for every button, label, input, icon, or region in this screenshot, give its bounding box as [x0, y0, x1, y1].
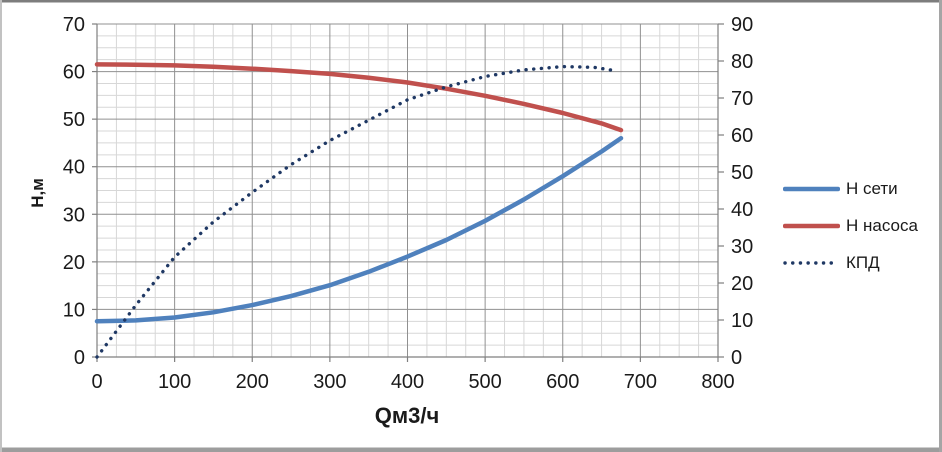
grid-major-lines — [97, 23, 718, 357]
y-right-tick-labels: 0 10 20 30 40 50 60 70 80 90 — [731, 14, 753, 369]
svg-text:70: 70 — [731, 88, 753, 110]
legend: Н сети Н насоса КПД — [783, 170, 933, 281]
svg-text:20: 20 — [63, 252, 85, 274]
svg-text:200: 200 — [236, 371, 269, 393]
x-axis-title: Qм3/ч — [374, 403, 440, 428]
series-curves — [94, 62, 624, 359]
legend-line-sample-h-seti — [783, 186, 840, 191]
svg-text:50: 50 — [731, 162, 753, 184]
y-axis-title: Н,м — [28, 178, 47, 208]
legend-line-sample-kpd — [783, 260, 840, 265]
svg-text:700: 700 — [624, 371, 657, 393]
svg-text:80: 80 — [731, 51, 753, 73]
svg-text:60: 60 — [731, 125, 753, 147]
svg-text:60: 60 — [63, 62, 85, 84]
legend-line-sample-h-nasosa — [783, 223, 840, 228]
legend-entry-kpd: КПД — [783, 244, 933, 281]
legend-label-kpd: КПД — [846, 252, 880, 272]
svg-text:40: 40 — [731, 199, 753, 221]
legend-entry-h-seti: Н сети — [783, 170, 933, 207]
svg-text:100: 100 — [158, 371, 191, 393]
y-left-tick-labels: 0 10 20 30 40 50 60 70 — [63, 14, 85, 369]
svg-text:50: 50 — [63, 109, 85, 131]
svg-text:20: 20 — [731, 273, 753, 295]
svg-text:600: 600 — [546, 371, 579, 393]
axis-tick-marks — [92, 23, 724, 362]
svg-text:0: 0 — [91, 371, 102, 393]
svg-text:10: 10 — [63, 299, 85, 321]
svg-text:70: 70 — [63, 14, 85, 36]
svg-text:40: 40 — [63, 157, 85, 179]
svg-text:500: 500 — [468, 371, 501, 393]
legend-label-h-nasosa: Н насоса — [846, 215, 918, 235]
svg-text:800: 800 — [701, 371, 734, 393]
x-tick-labels: 0 100 200 300 400 500 600 700 800 — [91, 371, 734, 393]
legend-entry-h-nasosa: Н насоса — [783, 207, 933, 244]
svg-text:0: 0 — [74, 347, 85, 369]
svg-text:30: 30 — [731, 236, 753, 258]
svg-text:10: 10 — [731, 310, 753, 332]
svg-text:90: 90 — [731, 14, 753, 36]
svg-text:400: 400 — [391, 371, 424, 393]
svg-text:30: 30 — [63, 204, 85, 226]
svg-text:0: 0 — [731, 347, 742, 369]
svg-text:300: 300 — [313, 371, 346, 393]
legend-label-h-seti: Н сети — [846, 178, 898, 198]
